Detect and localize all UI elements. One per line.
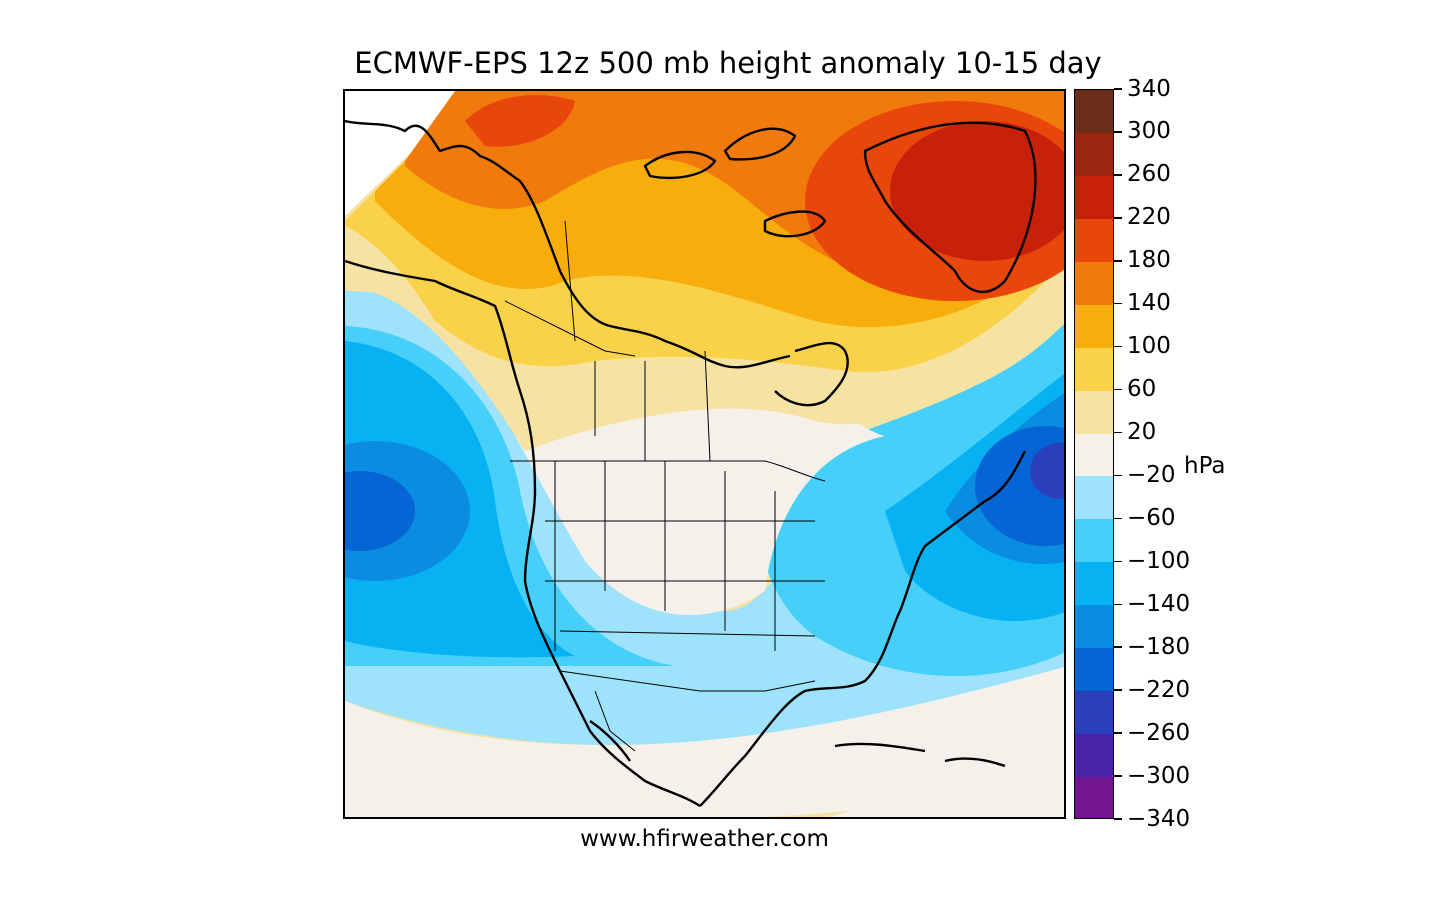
colorbar-tick [1114,560,1122,563]
colorbar-segment [1075,476,1113,520]
colorbar-tick [1114,474,1122,477]
colorbar-tick-label: −300 [1127,762,1191,789]
colorbar-tick [1114,388,1122,391]
colorbar-tick [1114,88,1122,90]
colorbar-segment [1075,175,1113,220]
colorbar-segment [1075,648,1113,692]
colorbar-tick [1114,603,1122,606]
fill-band-180-220-alaska [465,95,575,147]
colorbar-tick-label: −220 [1127,676,1191,703]
colorbar-segment [1075,347,1113,392]
source-url: www.hfirweather.com [580,826,829,852]
colorbar-tick-label: 220 [1127,204,1171,231]
colorbar-tick [1114,217,1122,219]
colorbar-segment [1075,605,1113,649]
colorbar-tick [1114,260,1122,262]
colorbar-tick-label: 180 [1127,247,1171,274]
colorbar-tick [1114,345,1122,348]
colorbar-tick [1114,174,1122,176]
fill-band-neutral-south-2 [345,667,1064,817]
colorbar-tick-label: 260 [1127,161,1171,188]
colorbar-tick [1114,517,1122,520]
colorbar-tick-label: −180 [1127,633,1191,660]
colorbar-segment [1075,433,1113,477]
colorbar-tick [1114,775,1122,777]
colorbar-tick-label: 100 [1127,333,1171,360]
colorbar-tick [1114,431,1122,434]
colorbar-segment [1075,304,1113,349]
colorbar-tick-label: 20 [1127,419,1157,446]
colorbar-segment [1075,261,1113,306]
colorbar-tick-label: −20 [1127,461,1176,488]
fill-band-220-260-greenland [890,121,1064,261]
colorbar-segment [1075,691,1113,735]
colorbar-segment [1075,519,1113,563]
colorbar-tick [1114,732,1122,734]
colorbar [1074,89,1114,819]
fill-band-neg180-neg220-west [345,471,415,551]
colorbar-tick [1114,818,1122,820]
colorbar-segment [1075,218,1113,263]
fill-band-neg220-neg260-east [1030,443,1064,499]
colorbar-unit: hPa [1184,453,1226,479]
colorbar-tick [1114,689,1122,691]
colorbar-tick-label: −340 [1127,805,1191,832]
colorbar-tick-label: −260 [1127,719,1191,746]
colorbar-tick [1114,131,1122,133]
colorbar-tick-label: 60 [1127,376,1157,403]
colorbar-tick-label: 140 [1127,290,1171,317]
colorbar-tick-label: 340 [1127,75,1171,102]
colorbar-segment [1075,562,1113,606]
fill-band-neutral-plains [515,396,885,615]
political-borders [504,220,826,752]
colorbar-tick-label: −60 [1127,504,1176,531]
colorbar-tick [1114,646,1122,648]
colorbar-tick-label: −100 [1127,547,1191,574]
colorbar-segment [1075,390,1113,435]
colorbar-segment [1075,90,1113,134]
colorbar-segment [1075,132,1113,177]
anomaly-contour-field [345,91,1064,817]
colorbar-segment [1075,734,1113,778]
coastlines [345,119,1037,807]
colorbar-tick [1114,302,1122,305]
colorbar-tick-label: −140 [1127,590,1191,617]
map-title: ECMWF-EPS 12z 500 mb height anomaly 10-1… [354,46,1102,80]
anomaly-map [343,89,1066,819]
colorbar-segment [1075,777,1113,818]
colorbar-tick-label: 300 [1127,118,1171,145]
